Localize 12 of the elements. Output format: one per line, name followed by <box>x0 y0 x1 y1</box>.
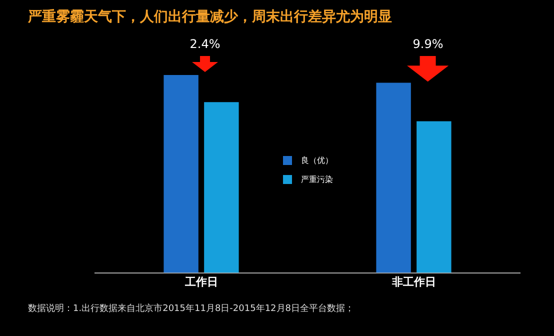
legend-label: 良（优） <box>301 155 333 166</box>
text: 2.4% <box>188 37 222 51</box>
bar <box>204 102 239 273</box>
x-tick-label: 非工作日 <box>390 275 436 288</box>
bar <box>164 75 198 273</box>
chart-title: 严重雾霾天气下，人们出行量减少，周末出行差异尤为明显 <box>28 8 392 26</box>
text: 数据说明：1.出行数据来自北京市2015年11月8日-2015年12月8日全平台数据； <box>28 302 354 315</box>
x-tick-label: 工作日 <box>184 275 218 288</box>
bar <box>376 82 411 273</box>
bar <box>416 121 452 273</box>
text: 9.9% <box>412 37 444 51</box>
legend-label: 严重污染 <box>301 174 333 185</box>
